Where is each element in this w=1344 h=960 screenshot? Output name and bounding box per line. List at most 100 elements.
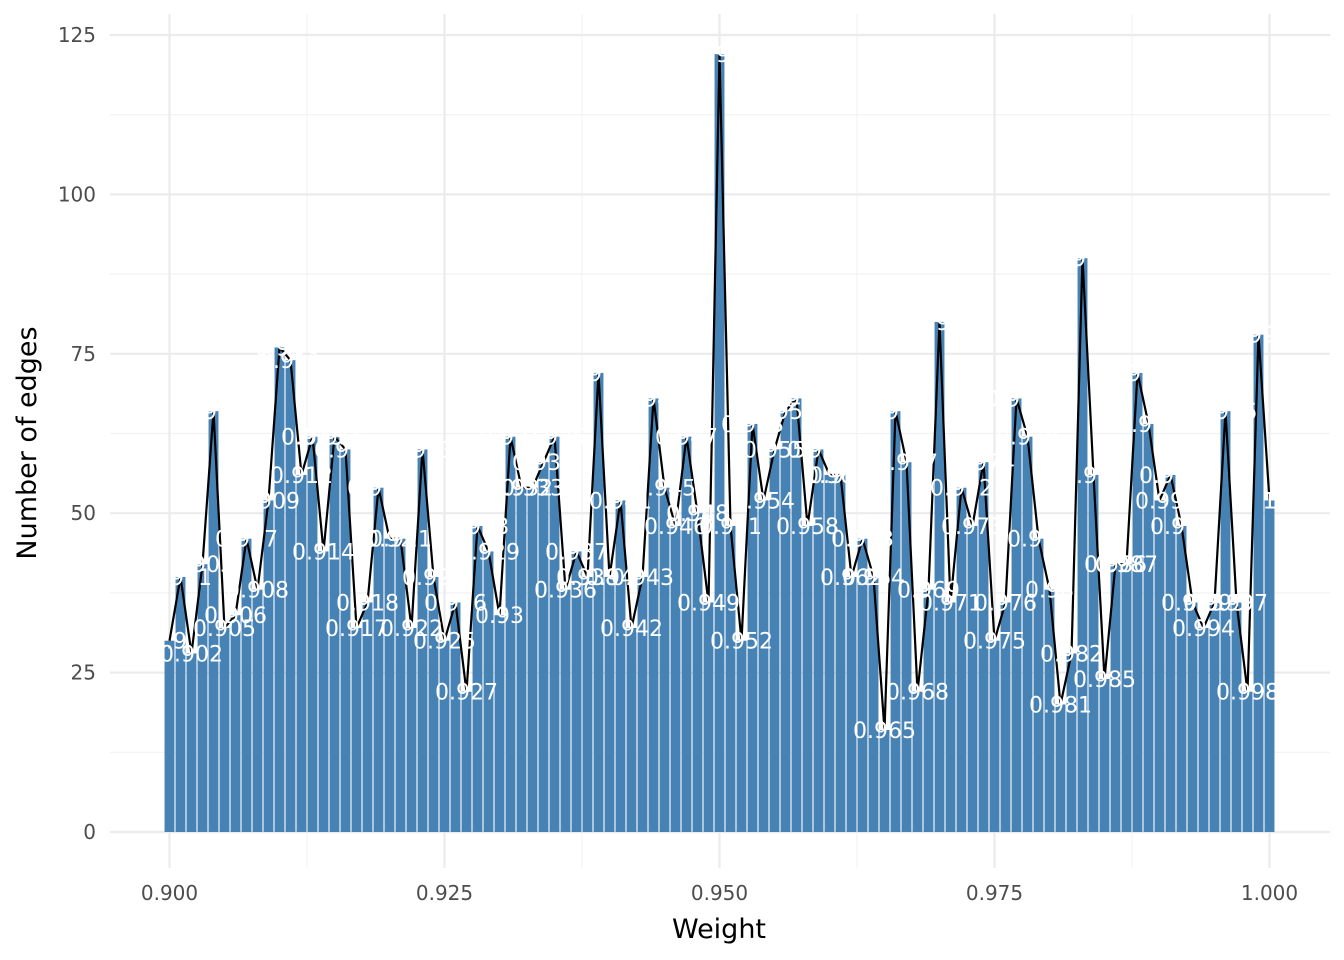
bar bbox=[1110, 564, 1121, 832]
x-tick-label: 0.900 bbox=[141, 881, 198, 905]
data-label: 0.991 bbox=[1139, 464, 1202, 489]
data-label: 0.95 bbox=[695, 43, 744, 68]
bar bbox=[1099, 678, 1110, 832]
bar bbox=[494, 615, 505, 832]
data-label: 0.914 bbox=[292, 540, 355, 565]
data-label: 0.972 bbox=[930, 477, 993, 502]
data-label: 0.917 bbox=[325, 617, 388, 642]
data-label: 0.956 bbox=[754, 400, 817, 425]
data-label: 0.988 bbox=[1106, 362, 1169, 387]
bar bbox=[1132, 372, 1143, 832]
bar bbox=[395, 538, 406, 832]
data-label: 0.959 bbox=[787, 438, 850, 463]
bar bbox=[329, 436, 340, 832]
data-label: 0.951 bbox=[699, 515, 762, 540]
bar bbox=[208, 411, 219, 832]
bar bbox=[780, 411, 791, 832]
data-label: 0.998 bbox=[1216, 681, 1279, 706]
bar bbox=[626, 627, 637, 832]
data-label: 0.913 bbox=[281, 426, 344, 451]
bar bbox=[857, 538, 868, 832]
data-label: 0.94 bbox=[585, 566, 634, 591]
data-label: 0.926 bbox=[424, 591, 487, 616]
data-label: 0.924 bbox=[402, 566, 465, 591]
bar bbox=[791, 398, 802, 832]
x-tick-label: 0.925 bbox=[416, 881, 473, 905]
data-label: 0.978 bbox=[996, 426, 1059, 451]
bar bbox=[219, 627, 230, 832]
data-label: 0.909 bbox=[237, 489, 300, 514]
data-label: 0.999 bbox=[1227, 324, 1290, 349]
data-label: 0.941 bbox=[589, 489, 652, 514]
x-tick-label: 0.975 bbox=[966, 881, 1023, 905]
data-label: 0.99 bbox=[1135, 489, 1184, 514]
data-label: 0.936 bbox=[534, 579, 597, 604]
bar bbox=[637, 576, 648, 832]
data-label: 0.949 bbox=[677, 591, 740, 616]
bar bbox=[846, 576, 857, 832]
data-label: 0.987 bbox=[1095, 553, 1158, 578]
data-label: 0.922 bbox=[380, 617, 443, 642]
bar bbox=[417, 449, 428, 832]
data-label: 0.919 bbox=[347, 477, 410, 502]
data-label: 0.963 bbox=[831, 528, 894, 553]
bar bbox=[1121, 564, 1132, 832]
data-label: 0.989 bbox=[1117, 413, 1180, 438]
data-label: 0.995 bbox=[1183, 591, 1246, 616]
bar bbox=[769, 449, 780, 832]
bar bbox=[901, 462, 912, 832]
data-label: 0.974 bbox=[952, 451, 1015, 476]
data-label: 0.984 bbox=[1062, 464, 1125, 489]
bar bbox=[593, 372, 604, 832]
bar bbox=[197, 564, 208, 832]
bar bbox=[560, 589, 571, 832]
bar bbox=[1253, 334, 1264, 832]
bar bbox=[736, 640, 747, 832]
data-label: 0.976 bbox=[974, 591, 1037, 616]
data-label: 0.967 bbox=[875, 451, 938, 476]
data-label: 0.937 bbox=[545, 540, 608, 565]
data-label: 0.985 bbox=[1073, 668, 1136, 693]
data-label: 0.933 bbox=[501, 477, 564, 502]
data-label: 0.953 bbox=[721, 413, 784, 438]
data-label: 0.935 bbox=[523, 426, 586, 451]
data-label: 0.964 bbox=[842, 566, 905, 591]
bar bbox=[1055, 704, 1066, 832]
bar bbox=[1143, 423, 1154, 832]
bar bbox=[1198, 627, 1209, 832]
bar bbox=[1264, 500, 1275, 832]
bar bbox=[934, 321, 945, 832]
bar bbox=[1011, 398, 1022, 832]
bar bbox=[1022, 436, 1033, 832]
data-label: 1 bbox=[1263, 489, 1277, 514]
data-label: 0.905 bbox=[193, 617, 256, 642]
bar bbox=[1176, 525, 1187, 832]
bar bbox=[538, 462, 549, 832]
bar bbox=[813, 449, 824, 832]
data-label: 0.916 bbox=[314, 438, 377, 463]
bar bbox=[835, 474, 846, 832]
bar bbox=[714, 54, 725, 833]
bar bbox=[450, 602, 461, 832]
data-label: 0.92 bbox=[365, 528, 414, 553]
data-label: 0.968 bbox=[886, 681, 949, 706]
bar bbox=[241, 538, 252, 832]
data-label: 0.902 bbox=[160, 642, 223, 667]
bar bbox=[1066, 653, 1077, 832]
data-label: 0.911 bbox=[259, 349, 322, 374]
bar bbox=[890, 411, 901, 832]
data-label: 0.904 bbox=[182, 400, 245, 425]
bar bbox=[483, 551, 494, 832]
bar bbox=[956, 487, 967, 832]
bar bbox=[670, 525, 681, 832]
data-label: 0.981 bbox=[1029, 693, 1092, 718]
data-label: 0.955 bbox=[743, 438, 806, 463]
bar bbox=[175, 576, 186, 832]
bar bbox=[692, 513, 703, 832]
data-label: 0.901 bbox=[149, 566, 212, 591]
data-label: 0.98 bbox=[1025, 579, 1074, 604]
data-label: 0.906 bbox=[204, 604, 267, 629]
data-label: 0.986 bbox=[1084, 553, 1147, 578]
